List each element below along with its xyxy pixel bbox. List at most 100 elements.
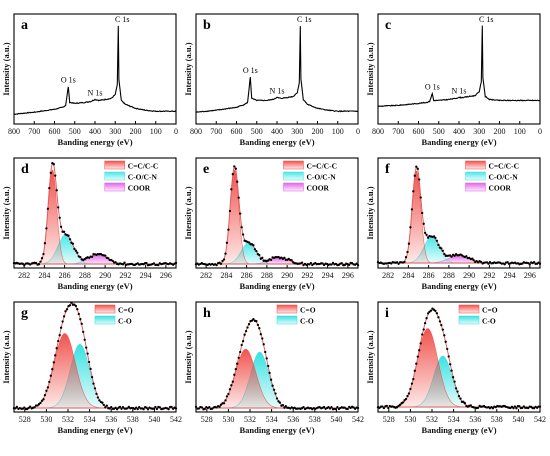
x-tick-label: 100 [332, 127, 344, 136]
data-point [382, 406, 386, 410]
x-tick-label: 0 [538, 127, 542, 136]
data-point [247, 323, 251, 326]
data-point [491, 407, 495, 410]
data-point [194, 405, 198, 409]
x-tick-label: 530 [222, 415, 234, 424]
data-point [401, 401, 405, 404]
y-axis-label: Intensity (a.u.) [1, 330, 11, 383]
x-tick-label: 542 [352, 415, 364, 424]
data-point [115, 408, 119, 411]
panel-letter: b [203, 18, 211, 33]
panel-c: 800 700 600 500 400 300 200 100 0 Banding energy … [365, 13, 542, 147]
data-point [284, 405, 287, 408]
data-point [425, 233, 428, 236]
data-point [432, 235, 436, 238]
data-point [45, 389, 48, 392]
fit-envelope [196, 319, 358, 409]
data-point [441, 328, 444, 331]
data-point [274, 392, 277, 395]
data-point [79, 318, 82, 321]
x-tick-label: 540 [512, 415, 524, 424]
data-point [265, 357, 268, 360]
x-tick-label: 600 [231, 127, 243, 136]
data-point [308, 263, 311, 266]
data-point [145, 261, 148, 265]
y-axis-label: Intensity (a.u.) [365, 186, 375, 239]
data-point [219, 403, 223, 406]
data-point [240, 226, 243, 229]
x-tick-label: 800 [8, 127, 20, 136]
data-point [234, 367, 237, 371]
data-point [142, 408, 145, 411]
plot-frame [377, 157, 541, 269]
data-point [167, 408, 170, 411]
data-point [15, 405, 19, 409]
data-point [457, 395, 461, 398]
x-tick-label: 282 [382, 271, 394, 280]
peak-label: O 1s [61, 76, 76, 85]
panel-i: 528 530 532 534 536 538 540 542 Banding energy (… [365, 301, 546, 435]
data-point [105, 404, 108, 407]
x-tick-label: 200 [312, 127, 324, 136]
x-tick-label: 284 [402, 271, 414, 280]
data-point [42, 252, 45, 256]
data-point [39, 260, 42, 263]
data-point [413, 369, 416, 372]
component-1-area [14, 344, 176, 409]
data-point [40, 399, 44, 402]
data-point [346, 407, 349, 411]
x-tick-label: 400 [453, 127, 465, 136]
peak-label: N 1s [88, 88, 103, 97]
legend-swatch [465, 171, 486, 181]
data-point [469, 404, 472, 407]
panel-d: 282 284 286 288 290 292 294 296 Banding energy (… [1, 157, 178, 291]
data-point [421, 333, 424, 336]
data-point [328, 407, 332, 410]
legend-label: C=O [482, 306, 498, 315]
data-point [138, 406, 141, 409]
legend-label: C-O [300, 317, 314, 326]
data-point [82, 330, 85, 334]
peak-label: C 1s [297, 15, 311, 24]
data-point [521, 262, 524, 265]
x-tick-label: 536 [287, 415, 299, 424]
data-point [146, 408, 150, 411]
x-tick-label: 286 [241, 271, 253, 280]
plot-frame [13, 157, 177, 269]
panel-h: 528 530 532 534 536 538 540 542 Banding energy (… [183, 301, 364, 435]
x-tick-label: 500 [251, 127, 263, 136]
data-point [62, 230, 66, 233]
data-point [356, 263, 360, 267]
data-point [197, 407, 201, 410]
data-point [228, 209, 232, 213]
x-tick-label: 282 [18, 271, 30, 280]
x-tick-label: 532 [62, 415, 74, 424]
x-tick-label: 294 [504, 271, 516, 280]
data-point [419, 342, 422, 345]
data-point [330, 406, 333, 409]
data-point [340, 262, 343, 265]
x-tick-label: 700 [392, 127, 404, 136]
data-point [62, 315, 66, 318]
data-point [278, 401, 282, 404]
data-point [261, 337, 264, 340]
peak-label: C 1s [479, 15, 493, 24]
panel-letter: c [385, 18, 391, 33]
x-axis-label: Banding energy (eV) [421, 425, 496, 435]
legend-label: C=O [118, 306, 134, 315]
data-point [108, 407, 111, 410]
data-point [463, 402, 467, 405]
x-tick-label: 300 [473, 127, 485, 136]
data-point [506, 261, 509, 264]
plot-frame [13, 13, 177, 125]
x-tick-label: 286 [423, 271, 435, 280]
panel-letter: g [21, 306, 28, 321]
data-point [225, 395, 229, 398]
data-point [462, 400, 465, 403]
x-tick-label: 284 [38, 271, 50, 280]
legend-swatch [94, 315, 116, 325]
data-point [241, 233, 245, 236]
x-tick-label: 300 [109, 127, 121, 136]
x-axis-label: Banding energy (eV) [239, 425, 314, 435]
data-point [510, 405, 514, 408]
